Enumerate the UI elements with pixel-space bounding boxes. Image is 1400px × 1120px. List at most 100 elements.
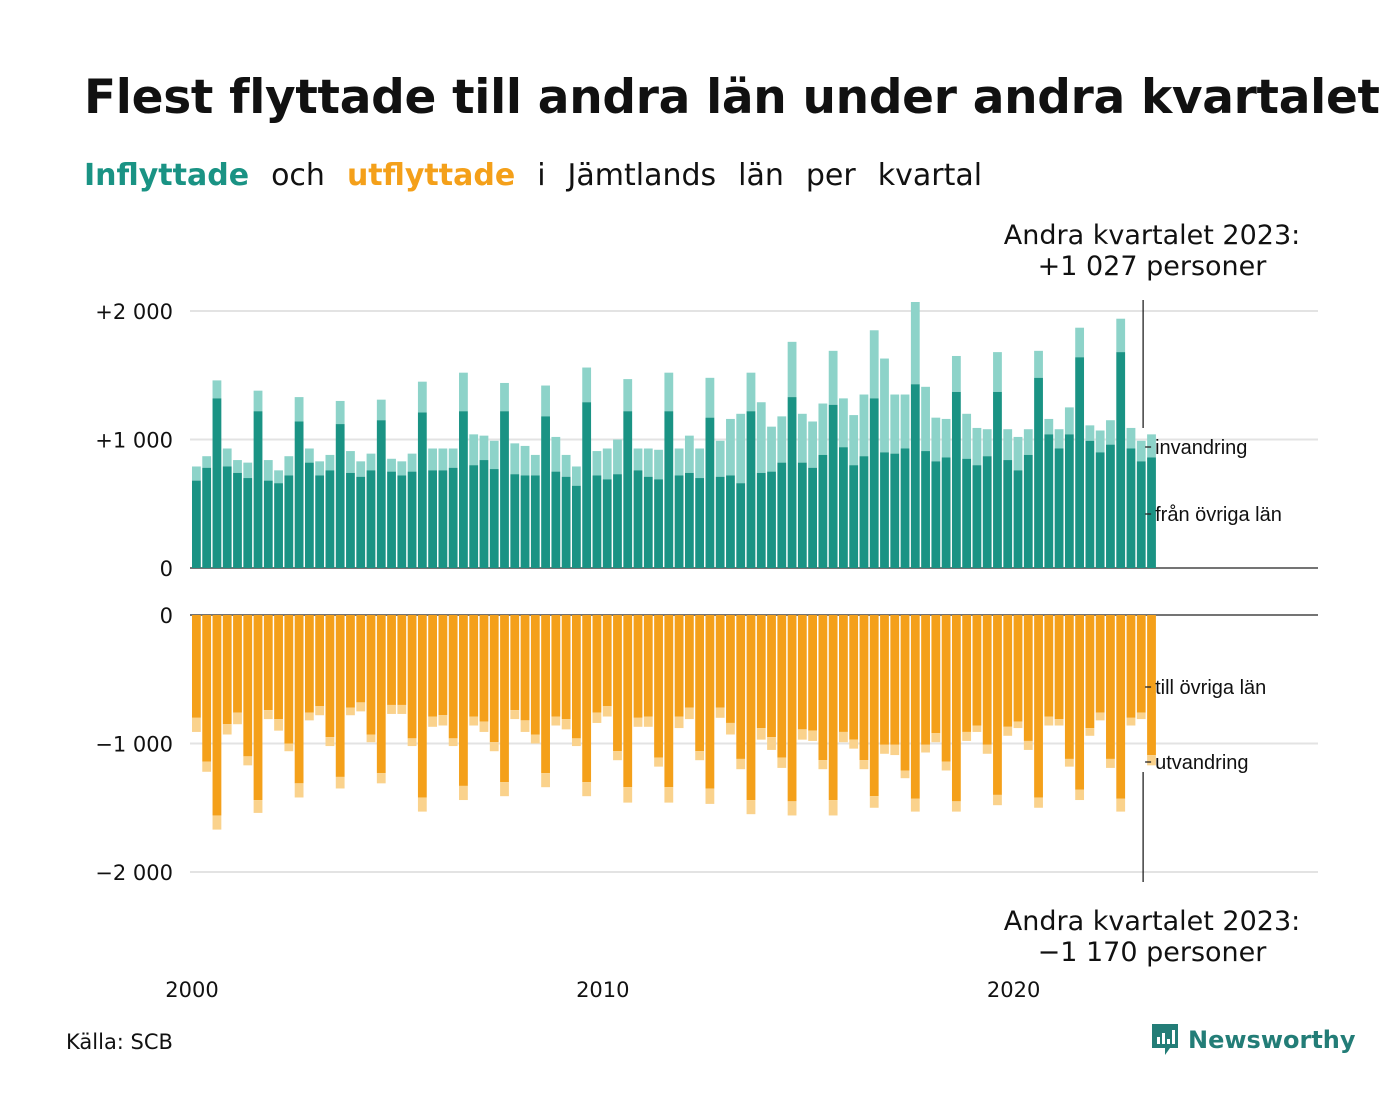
bar-invandring <box>397 461 407 476</box>
bar-utvandring <box>284 743 294 752</box>
bar-utvandring <box>643 716 653 727</box>
bar-till-ovriga-lan <box>469 615 479 717</box>
bar-fran-ovriga-lan <box>366 470 376 568</box>
bar-till-ovriga-lan <box>284 615 294 744</box>
bar-fran-ovriga-lan <box>274 483 283 568</box>
bar-fran-ovriga-lan <box>284 475 294 568</box>
bar-utvandring <box>797 729 807 740</box>
bar-invandring <box>756 402 766 473</box>
bar-till-ovriga-lan <box>890 615 900 745</box>
bar-fran-ovriga-lan <box>253 411 263 568</box>
bar-utvandring <box>880 744 889 754</box>
bar-invandring <box>202 456 212 468</box>
bar-fran-ovriga-lan <box>859 456 869 568</box>
bar-fran-ovriga-lan <box>849 465 859 568</box>
bar-invandring <box>1013 436 1023 471</box>
bar-till-ovriga-lan <box>705 615 715 789</box>
bar-invandring <box>705 377 715 418</box>
y-tick-label: 0 <box>160 604 173 628</box>
bar-fran-ovriga-lan <box>1075 357 1085 568</box>
bar-utvandring <box>469 716 479 726</box>
bar-till-ovriga-lan <box>715 615 725 708</box>
bar-fran-ovriga-lan <box>387 471 396 568</box>
bar-till-ovriga-lan <box>510 615 520 711</box>
bar-till-ovriga-lan <box>438 615 448 716</box>
bar-till-ovriga-lan <box>818 615 828 761</box>
bar-utvandring <box>1003 726 1013 736</box>
series-label: till övriga län <box>1155 677 1266 699</box>
bar-utvandring <box>993 794 1002 806</box>
bar-fran-ovriga-lan <box>335 424 345 568</box>
bar-invandring <box>561 454 571 477</box>
bar-fran-ovriga-lan <box>951 391 961 568</box>
subtitle-word: kvartal <box>877 158 983 193</box>
bar-fran-ovriga-lan <box>982 456 992 568</box>
bar-till-ovriga-lan <box>931 615 941 734</box>
bar-till-ovriga-lan <box>777 615 787 758</box>
bar-utvandring <box>921 744 930 753</box>
bar-invandring <box>859 394 869 457</box>
bar-utvandring <box>982 744 992 754</box>
bar-invandring <box>592 451 602 476</box>
bar-till-ovriga-lan <box>397 615 407 705</box>
series-label: från övriga län <box>1155 504 1282 526</box>
bar-invandring <box>715 440 725 477</box>
bar-fran-ovriga-lan <box>582 402 592 568</box>
bar-fran-ovriga-lan <box>469 465 479 568</box>
bar-till-ovriga-lan <box>212 615 222 816</box>
bar-utvandring <box>1064 758 1074 767</box>
bar-utvandring <box>592 712 602 723</box>
bar-fran-ovriga-lan <box>880 452 889 568</box>
bar-fran-ovriga-lan <box>1126 448 1136 568</box>
bar-utvandring <box>1085 728 1095 736</box>
bar-invandring <box>469 434 479 466</box>
bar-utvandring <box>941 761 951 771</box>
bar-utvandring <box>623 787 633 803</box>
bar-till-ovriga-lan <box>910 615 920 799</box>
bar-utvandring <box>890 744 900 756</box>
bar-utvandring <box>869 796 879 808</box>
bar-utvandring <box>315 706 325 716</box>
bar-utvandring <box>1116 798 1126 812</box>
bar-utvandring <box>664 787 674 803</box>
bar-till-ovriga-lan <box>1054 615 1064 720</box>
bar-fran-ovriga-lan <box>972 465 982 568</box>
bar-utvandring <box>859 760 869 770</box>
bar-till-ovriga-lan <box>972 615 982 726</box>
bar-utvandring <box>335 776 345 789</box>
bar-invandring <box>982 429 992 457</box>
bar-till-ovriga-lan <box>530 615 540 735</box>
bar-fran-ovriga-lan <box>931 461 941 568</box>
bar-utvandring <box>951 801 961 812</box>
bar-till-ovriga-lan <box>356 615 366 703</box>
series-label: invandring <box>1155 437 1247 459</box>
bar-invandring <box>294 397 304 422</box>
annotation-bottom: −1 170 personer <box>1038 937 1268 968</box>
bar-utvandring <box>192 717 201 732</box>
bar-invandring <box>263 460 273 481</box>
bar-utvandring <box>294 783 304 798</box>
bar-fran-ovriga-lan <box>376 420 386 568</box>
bar-invandring <box>551 436 561 472</box>
bar-till-ovriga-lan <box>869 615 879 797</box>
bar-utvandring <box>366 734 376 743</box>
bar-invandring <box>284 456 294 476</box>
annotation-bottom: Andra kvartalet 2023: <box>1004 906 1300 937</box>
bar-utvandring <box>551 716 561 726</box>
bar-invandring <box>459 372 468 412</box>
bar-fran-ovriga-lan <box>571 485 581 568</box>
bar-fran-ovriga-lan <box>294 421 304 568</box>
bar-till-ovriga-lan <box>1085 615 1095 729</box>
bar-utvandring <box>489 742 499 752</box>
bar-utvandring <box>695 751 705 761</box>
bar-till-ovriga-lan <box>274 615 283 720</box>
bar-invandring <box>1034 350 1043 378</box>
bar-fran-ovriga-lan <box>818 454 828 568</box>
bar-utvandring <box>243 756 253 766</box>
bar-fran-ovriga-lan <box>1064 434 1074 568</box>
bar-utvandring <box>1013 721 1023 729</box>
bar-utvandring <box>777 757 787 768</box>
bar-invandring <box>520 445 530 476</box>
bar-till-ovriga-lan <box>407 615 417 739</box>
bar-utvandring <box>1034 797 1043 808</box>
